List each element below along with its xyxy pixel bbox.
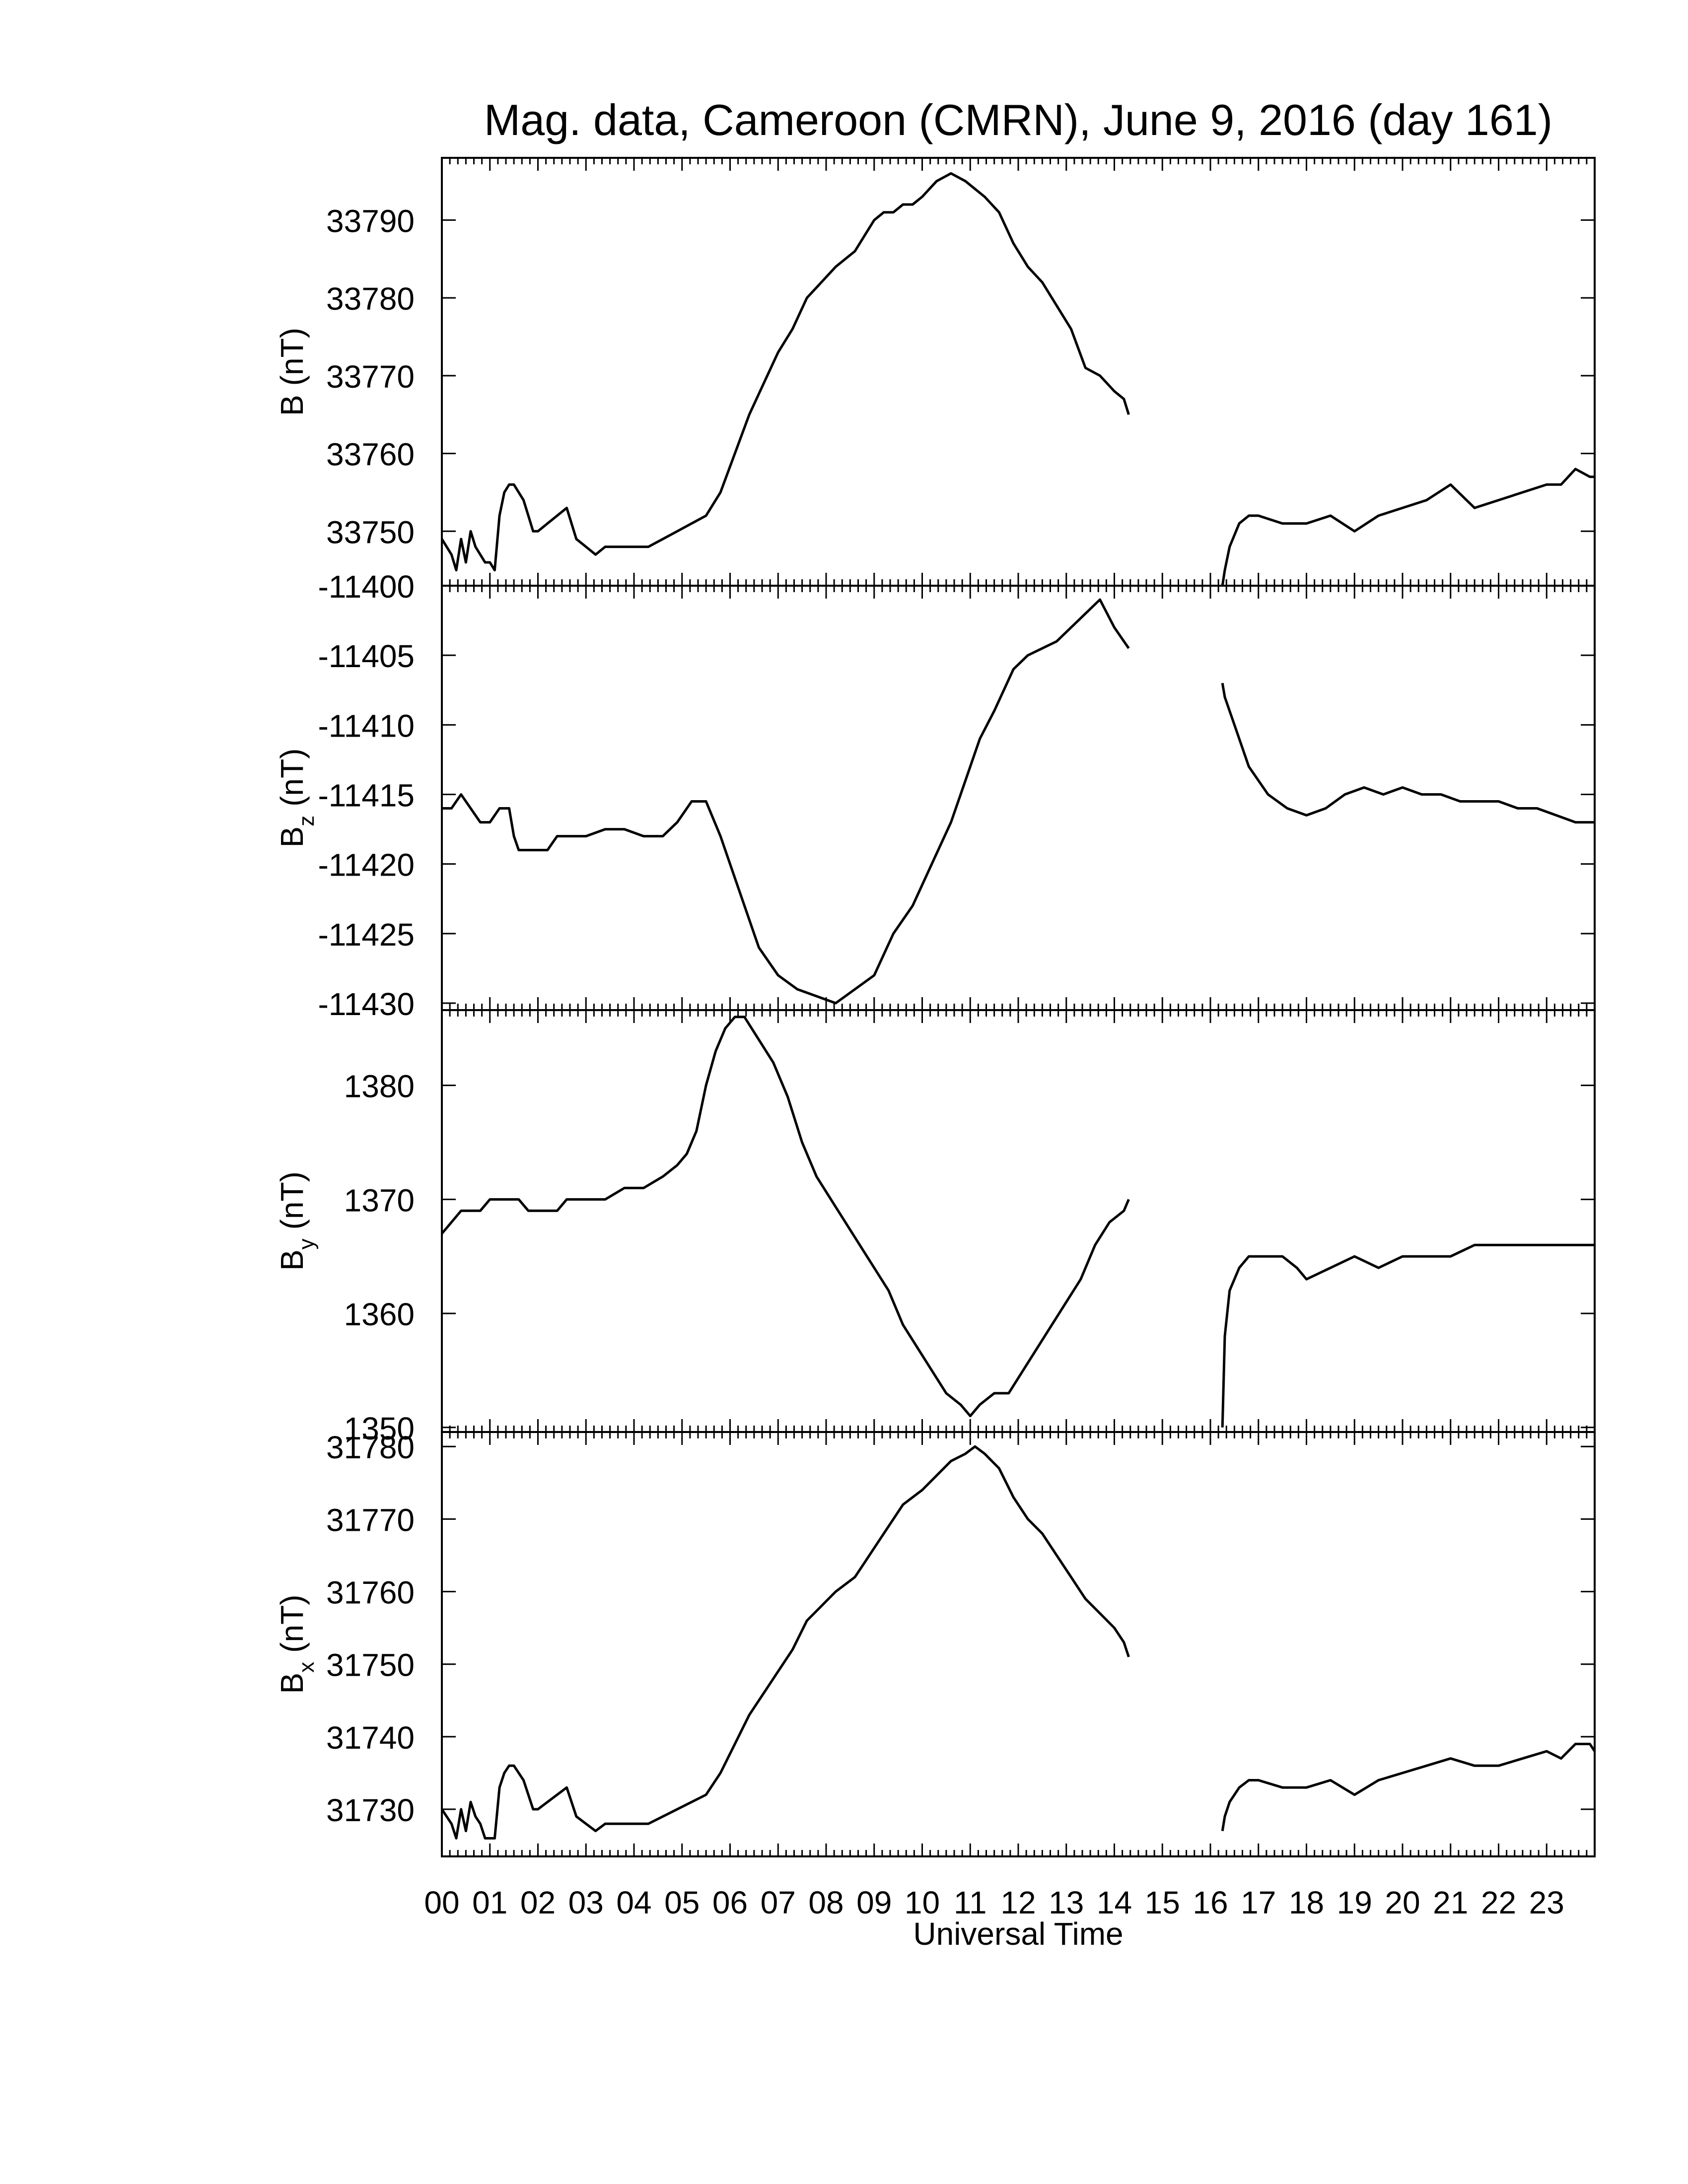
- y-tick-label: 31750: [326, 1647, 415, 1683]
- y-tick-label: 1380: [344, 1069, 415, 1104]
- y-tick-label: 33760: [326, 437, 415, 473]
- x-tick-label: 17: [1241, 1885, 1276, 1920]
- y-tick-label: 31760: [326, 1575, 415, 1611]
- y-axis-label-b-total: B (nT): [274, 328, 310, 416]
- y-tick-label: -11415: [318, 777, 415, 813]
- y-tick-label: -11430: [318, 986, 415, 1022]
- y-axis-label-subscript: z: [294, 816, 319, 826]
- y-tick-label: -11420: [318, 847, 415, 883]
- y-tick-label: 1360: [344, 1297, 415, 1332]
- x-tick-label: 04: [616, 1885, 651, 1920]
- x-tick-label: 05: [664, 1885, 700, 1920]
- y-axis-label-main: B: [274, 395, 310, 416]
- y-axis-label-subscript: x: [294, 1662, 319, 1673]
- y-axis-label-unit: (nT): [274, 328, 310, 386]
- x-tick-label: 16: [1193, 1885, 1228, 1920]
- x-tick-label: 02: [520, 1885, 556, 1920]
- x-tick-labels: 00 01 02 03 04 05 06 07 08 09 10 11 12 13 14 15 16 17 18 19…: [424, 1885, 1564, 1920]
- y-tick-label: 1350: [344, 1411, 415, 1446]
- x-tick-label: 19: [1337, 1885, 1372, 1920]
- y-axis-label-main: B: [274, 1249, 310, 1271]
- y-tick-label: 33790: [326, 203, 415, 239]
- x-tick-label: 00: [424, 1885, 459, 1920]
- y-tick-label: -11405: [318, 638, 415, 674]
- y-tick-label: -11400: [318, 569, 415, 605]
- x-tick-label: 21: [1433, 1885, 1468, 1920]
- x-tick-label: 15: [1145, 1885, 1180, 1920]
- x-tick-label: 09: [856, 1885, 892, 1920]
- y-tick-label: 1370: [344, 1182, 415, 1218]
- y-axis-label-unit: (nT): [274, 1171, 310, 1229]
- series-line-bx-before-gap: [440, 1445, 1130, 1840]
- y-tick-label: -11425: [318, 917, 415, 953]
- series-line-b-total-before-gap: [440, 172, 1130, 572]
- x-tick-label: 22: [1481, 1885, 1516, 1920]
- x-tick-label: 13: [1049, 1885, 1084, 1920]
- y-tick-label: 33780: [326, 281, 415, 317]
- y-axis-label-unit: (nT): [274, 749, 310, 807]
- y-axis-label-by: By (nT): [274, 1171, 319, 1271]
- x-tick-label: 23: [1529, 1885, 1564, 1920]
- y-axis-label-unit: (nT): [274, 1595, 310, 1653]
- series-line-b-total-after-gap: [1221, 468, 1595, 586]
- y-tick-label: 31740: [326, 1720, 415, 1756]
- x-tick-label: 14: [1097, 1885, 1132, 1920]
- x-tick-label: 20: [1385, 1885, 1420, 1920]
- panel-bz: -11400 -11405 -11410 -11415 -11420 -11425 -114…: [274, 569, 1596, 1022]
- x-tick-label: 18: [1289, 1885, 1324, 1920]
- series-line-bz-after-gap: [1221, 682, 1595, 824]
- y-axis-label-bz: Bz (nT): [274, 749, 319, 848]
- y-tick-label: 33770: [326, 359, 415, 395]
- panel-bx: 31730 31740 31750 31760 31770 31780 Bx (nT): [274, 1430, 1596, 1857]
- panel-by: 1350 1360 1370 1380 By (nT): [274, 1009, 1596, 1446]
- series-line-bz-before-gap: [442, 598, 1130, 1005]
- x-tick-label: 07: [761, 1885, 796, 1920]
- y-tick-label: 33750: [326, 514, 415, 550]
- y-axis-label-subscript: y: [294, 1238, 319, 1249]
- x-axis-label: Universal Time: [913, 1916, 1123, 1952]
- chart-title: Mag. data, Cameroon (CMRN), June 9, 2016…: [484, 95, 1552, 144]
- x-tick-label: 03: [568, 1885, 604, 1920]
- panels-group: 3375033760337703378033790B(nT)-11400-114…: [274, 157, 1596, 1857]
- y-axis-label-main: B: [274, 826, 310, 848]
- x-tick-label: 10: [905, 1885, 940, 1920]
- y-tick-label: 31730: [326, 1792, 415, 1828]
- x-tick-label: 11: [954, 1885, 986, 1920]
- series-line-by-before-gap: [441, 1016, 1130, 1418]
- x-tick-label: 01: [472, 1885, 507, 1920]
- x-tick-label: 06: [712, 1885, 748, 1920]
- panel-b-total: 33750 33760 33770 33780 33790 B (nT): [274, 157, 1596, 587]
- y-axis-label-main: B: [274, 1673, 310, 1694]
- x-tick-label: 08: [808, 1885, 844, 1920]
- y-tick-label: 31780: [326, 1430, 415, 1465]
- series-line-bx-after-gap: [1221, 1743, 1596, 1832]
- y-tick-label: 31770: [326, 1502, 415, 1538]
- x-tick-label: 12: [1000, 1885, 1036, 1920]
- series-line-by-after-gap: [1221, 1243, 1595, 1428]
- y-tick-label: -11410: [318, 708, 415, 744]
- y-axis-label-bx: Bx (nT): [274, 1595, 319, 1694]
